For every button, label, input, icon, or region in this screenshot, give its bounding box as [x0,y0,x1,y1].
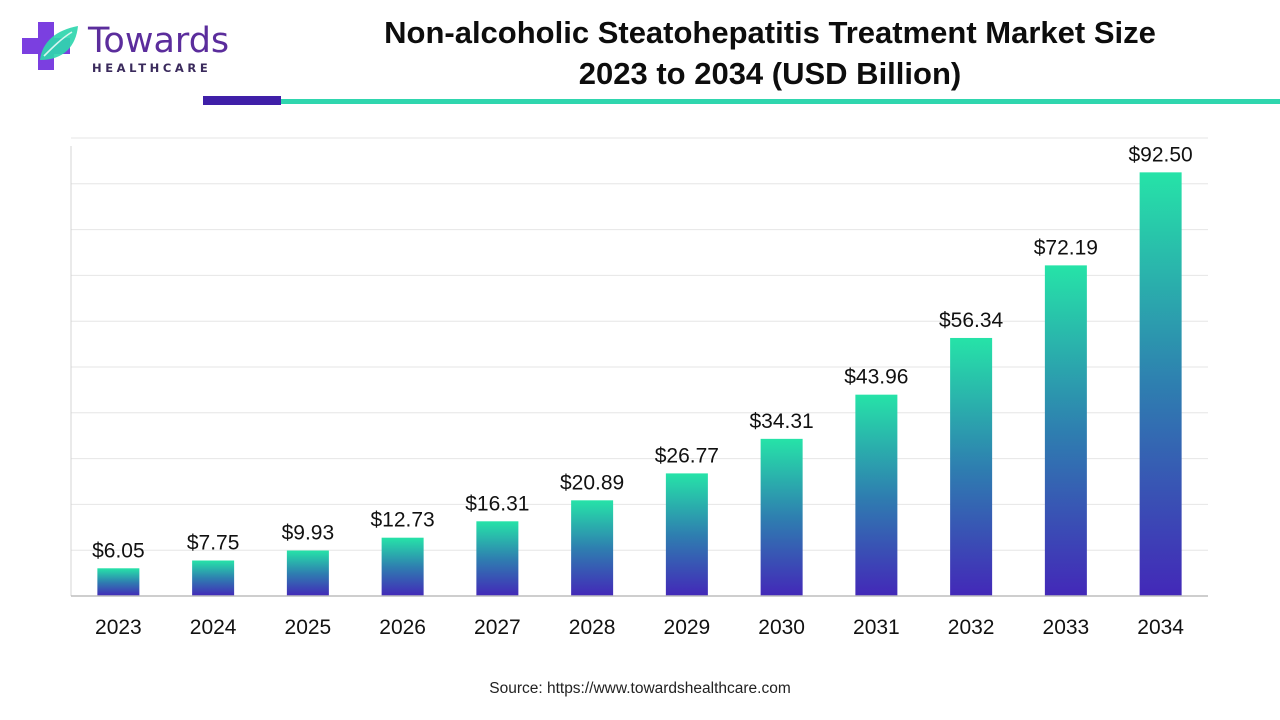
value-label-2034: $92.50 [1129,143,1193,166]
x-tick-2025: 2025 [285,616,332,639]
x-tick-2032: 2032 [948,616,995,639]
bar-2034 [1139,172,1182,596]
chart-title: Non-alcoholic Steatohepatitis Treatment … [290,12,1250,94]
bar-2033 [1044,265,1087,596]
x-tick-2028: 2028 [569,616,616,639]
value-labels: $6.05 $7.75 $9.93 $12.73 $16.31 $20.89 $26.77 $… [92,143,1193,562]
bars [97,172,1182,596]
bar-2025 [286,550,329,596]
x-tick-labels: 2023 2024 2025 2026 2027 2028 2029 2030 2031 2032… [95,616,1184,639]
x-tick-2034: 2034 [1137,616,1184,639]
value-label-2032: $56.34 [939,309,1004,332]
logo-wordmark: Towards [88,21,230,61]
bar-2030 [760,438,803,596]
value-label-2024: $7.75 [187,532,240,555]
value-label-2023: $6.05 [92,539,145,562]
x-tick-2027: 2027 [474,616,521,639]
value-label-2027: $16.31 [465,492,529,515]
brand-logo: Towards HEALTHCARE [20,18,240,82]
x-tick-2023: 2023 [95,616,142,639]
chart-title-line-2: 2023 to 2034 (USD Billion) [578,56,962,91]
bar-2024 [192,560,235,596]
x-tick-2031: 2031 [853,616,900,639]
value-label-2030: $34.31 [750,410,814,433]
value-label-2025: $9.93 [282,522,335,545]
value-label-2033: $72.19 [1034,236,1098,259]
value-label-2029: $26.77 [655,444,719,467]
value-label-2028: $20.89 [560,471,624,494]
medical-cross-leaf-icon [22,22,78,70]
value-label-2031: $43.96 [844,366,908,389]
value-label-2026: $12.73 [371,509,435,532]
x-tick-2024: 2024 [190,616,237,639]
chart-title-line-1: Non-alcoholic Steatohepatitis Treatment … [384,15,1156,50]
bar-2031 [855,394,898,596]
header-accent-dark [203,96,281,105]
bar-2023 [97,568,140,596]
gridlines [71,137,1208,551]
source-note: Source: https://www.towardshealthcare.co… [489,680,791,697]
bar-2026 [381,537,424,596]
x-tick-2026: 2026 [379,616,426,639]
bar-2029 [665,473,708,596]
x-tick-2033: 2033 [1043,616,1090,639]
x-tick-2030: 2030 [758,616,805,639]
bar-2027 [476,521,519,596]
bar-2032 [950,337,993,596]
header-accent-teal [281,99,1280,104]
x-tick-2029: 2029 [664,616,711,639]
logo-subtitle: HEALTHCARE [92,61,212,75]
bar-2028 [571,500,614,596]
